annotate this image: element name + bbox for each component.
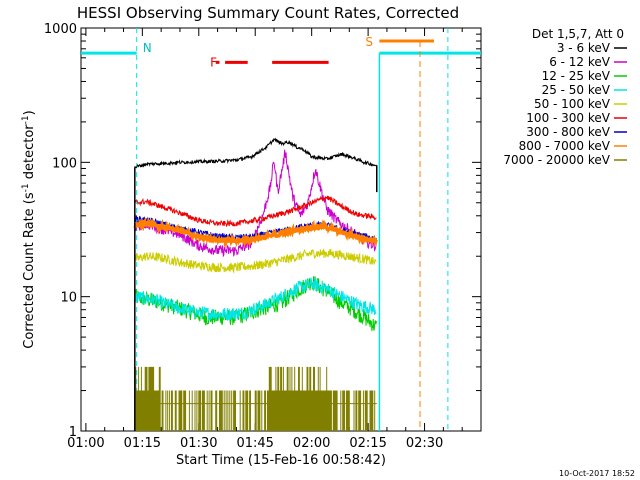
series-line [134, 366, 376, 431]
saa-interval: S [365, 35, 434, 431]
x-axis-label: Start Time (15-Feb-16 00:58:42) [176, 453, 386, 468]
legend-entry-label: 25 - 50 keV [542, 83, 611, 97]
series-line [134, 248, 377, 274]
y-tick-label: 1 [69, 425, 77, 440]
x-tick-label: 02:30 [406, 436, 443, 451]
y-label-part: ) [22, 110, 37, 115]
series-line [134, 277, 377, 321]
y-label-superscript: -1 [21, 115, 31, 124]
traces [133, 137, 378, 431]
footer-date: 10-Oct-2017 18:52 [559, 469, 635, 478]
saa-label: S [365, 35, 373, 49]
night-label: N [143, 41, 152, 55]
legend-entry-label: 6 - 12 keV [549, 55, 611, 69]
flare-flags: F [210, 55, 329, 69]
series-line [134, 195, 377, 228]
y-label-superscript: -1 [21, 183, 31, 192]
x-tick-label: 01:00 [67, 436, 104, 451]
x-tick-label: 02:15 [349, 436, 386, 451]
legend-entry-label: 100 - 300 keV [526, 111, 610, 125]
series-line [134, 137, 377, 169]
night-intervals: N [81, 28, 481, 431]
y-axis-label: Corrected Count Rate (s-1 detector-1) [21, 110, 37, 348]
legend-entry-label: 12 - 25 keV [542, 69, 611, 83]
y-tick-label: 10 [60, 291, 77, 306]
legend-entry-label: 7000 - 20000 keV [503, 153, 610, 167]
y-tick-label: 1000 [44, 22, 77, 37]
series-line [133, 217, 378, 249]
x-tick-label: 01:15 [124, 436, 161, 451]
legend-entry-label: 300 - 800 keV [526, 125, 610, 139]
x-tick-label: 01:45 [236, 436, 273, 451]
legend-entry-label: 50 - 100 keV [534, 97, 611, 111]
y-label-part: Corrected Count Rate (s [22, 192, 37, 349]
chart-title: HESSI Observing Summary Count Rates, Cor… [77, 4, 459, 22]
y-tick-label: 100 [52, 156, 77, 171]
x-axis: 01:00 01:15 01:30 01:45 02:00 02:15 02:30 Start… [67, 28, 463, 468]
series-line [134, 149, 377, 258]
legend-title: Det 1,5,7, Att 0 [532, 27, 624, 41]
flare-label: F [210, 55, 217, 69]
legend-entry-label: 3 - 6 keV [557, 41, 611, 55]
legend-entry-label: 800 - 7000 keV [519, 139, 611, 153]
y-label-part: detector [22, 124, 37, 184]
x-tick-label: 02:00 [293, 436, 330, 451]
x-tick-label: 01:30 [180, 436, 217, 451]
